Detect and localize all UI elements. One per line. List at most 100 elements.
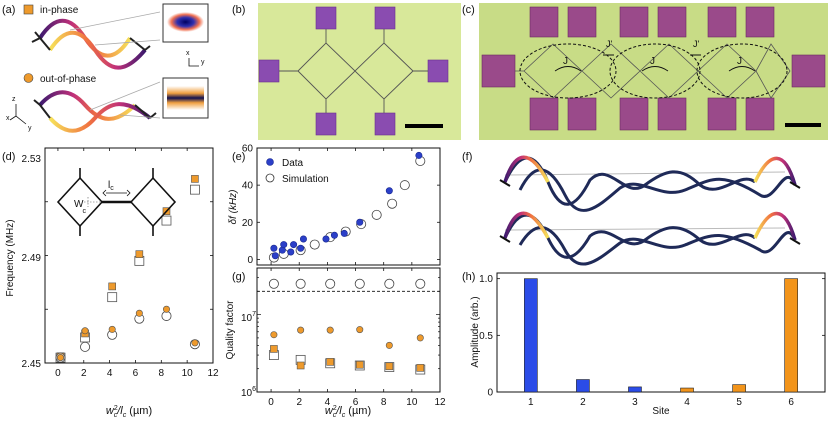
point-e-s0-8: [322, 235, 330, 243]
point-g-s2-0: [270, 345, 278, 353]
point-d-s0-5: [191, 175, 199, 183]
point-d-s2-0: [57, 354, 65, 362]
point-e-s0-7: [299, 235, 307, 243]
bar-site-4: [680, 387, 694, 393]
point-g-s1-2: [326, 326, 334, 334]
beam-clamps-top: [31, 31, 151, 51]
point-e-s0-0: [270, 244, 278, 252]
legend-square-marker: [23, 4, 34, 15]
point-e-s1-8: [387, 198, 398, 209]
point-e-s0-6: [297, 244, 305, 252]
beam-in-phase-lower: [48, 30, 147, 70]
point-e-s0-5: [290, 241, 298, 249]
xtick-h-1: 2: [580, 397, 586, 408]
bar-site-2: [576, 379, 590, 393]
panel-e: (e) 0 20 40 60 δf (kHz) Data Simulation: [228, 144, 441, 266]
xtick-g-3: 6: [353, 397, 359, 408]
panel-label-b: (b): [232, 4, 245, 16]
legend-marker-data: [266, 158, 274, 166]
point-d-s2-1: [81, 327, 89, 335]
point-e-s0-3: [280, 241, 288, 249]
point-d-s2-5: [191, 339, 199, 347]
legend-simulation: Simulation: [282, 174, 329, 185]
xlabel-d: w2 c/lc (µm): [106, 405, 152, 419]
bar-site-1: [524, 278, 538, 393]
point-e-s0-11: [356, 218, 364, 226]
plot-frame-g: [256, 267, 441, 393]
xtick-d-5: 10: [182, 368, 194, 379]
ticks-g: [257, 267, 441, 393]
ytick-e-1: 20: [242, 218, 254, 229]
ticks-d: [45, 147, 214, 364]
panel-c: (c) J J J J' J': [462, 3, 828, 140]
panel-f: (f): [462, 151, 801, 266]
panel-b: (b): [232, 3, 461, 140]
point-e-s0-9: [330, 231, 338, 239]
point-d-s0-2: [108, 282, 116, 291]
ytick-h-2: 1.0: [479, 274, 493, 285]
bar-site-6: [784, 278, 798, 393]
point-g-s2-1: [296, 361, 305, 370]
bar-site-5: [732, 384, 746, 393]
panel-label-e: (e): [232, 151, 245, 163]
xtick-h-3: 4: [684, 397, 690, 408]
ticks-h: [497, 278, 825, 393]
beam-out-phase-upper: [38, 90, 137, 121]
point-g-s0-3: [354, 278, 365, 289]
xtick-d-1: 2: [81, 368, 87, 379]
xtick-g-4: 8: [381, 397, 387, 408]
panel-label-g: (g): [232, 271, 245, 283]
point-g-s0-1: [295, 278, 306, 289]
point-g-s2-4: [385, 362, 394, 371]
beam-clamps-bottom: [33, 99, 157, 119]
ytick-d-1: 2.49: [22, 253, 42, 264]
point-e-s1-7: [371, 209, 382, 220]
point-e-s0-13: [415, 151, 423, 159]
panel-label-f: (f): [462, 151, 472, 163]
panel-label-a: (a): [2, 4, 15, 16]
marks-e: [268, 151, 426, 263]
point-e-s1-3: [309, 239, 320, 250]
marks-h: [524, 278, 798, 393]
xticklabels-d: 0 2 4 6 8 10 12: [55, 368, 219, 379]
inset-lc: lc: [108, 180, 114, 192]
bar-site-3: [628, 386, 642, 393]
xtick-g-2: 4: [325, 397, 331, 408]
zoom-lines-bottom: [89, 81, 161, 119]
point-g-s0-2: [325, 278, 336, 289]
ylabel-h: Amplitude (arb.): [470, 296, 481, 367]
legend-in-phase: in-phase: [40, 5, 79, 16]
plot-frame-d: [44, 147, 214, 364]
yticklabels-h: 0 0.5 1.0: [479, 274, 493, 398]
inset-wc: Wc: [74, 199, 86, 215]
xlabel-h: Site: [652, 406, 670, 417]
ytick-d-2: 2.45: [22, 359, 42, 370]
ylabel-g: Quality factor: [225, 300, 236, 360]
point-g-s1-1: [297, 326, 305, 334]
xlabel-g: w2 c/lc (µm): [325, 405, 371, 419]
point-d-s1-4: [161, 215, 172, 226]
xtick-g-0: 0: [268, 397, 274, 408]
ytick-e-0: 0: [247, 255, 253, 266]
point-d-s0-3: [135, 250, 144, 258]
point-g-s1-4: [385, 341, 393, 349]
xtick-h-5: 6: [788, 397, 794, 408]
ticks-e: [257, 147, 441, 265]
unit-cell-outlines: [519, 43, 788, 99]
panel-a: (a) in-phase out-of-phase x y z x y: [2, 3, 209, 133]
coupling-j-1: J: [563, 56, 568, 67]
point-d-s1-5: [190, 184, 200, 195]
mode-field-bottom: [167, 86, 204, 110]
resonator-chain-c: [515, 43, 791, 99]
resonator-network-b: [279, 29, 428, 113]
xtick-d-0: 0: [55, 368, 61, 379]
axis-x-bottom: x: [6, 115, 10, 122]
point-g-s1-0: [270, 331, 278, 339]
plot-frame-e: [256, 147, 441, 266]
panel-label-h: (h): [462, 271, 475, 283]
plot-frame-h: [496, 272, 826, 393]
panel-g: (g) 0 2 4 6 8 10 12 107 106 Quality factor w2 c…: [225, 267, 446, 419]
point-g-s2-2: [326, 358, 335, 366]
xtick-h-4: 5: [736, 397, 742, 408]
